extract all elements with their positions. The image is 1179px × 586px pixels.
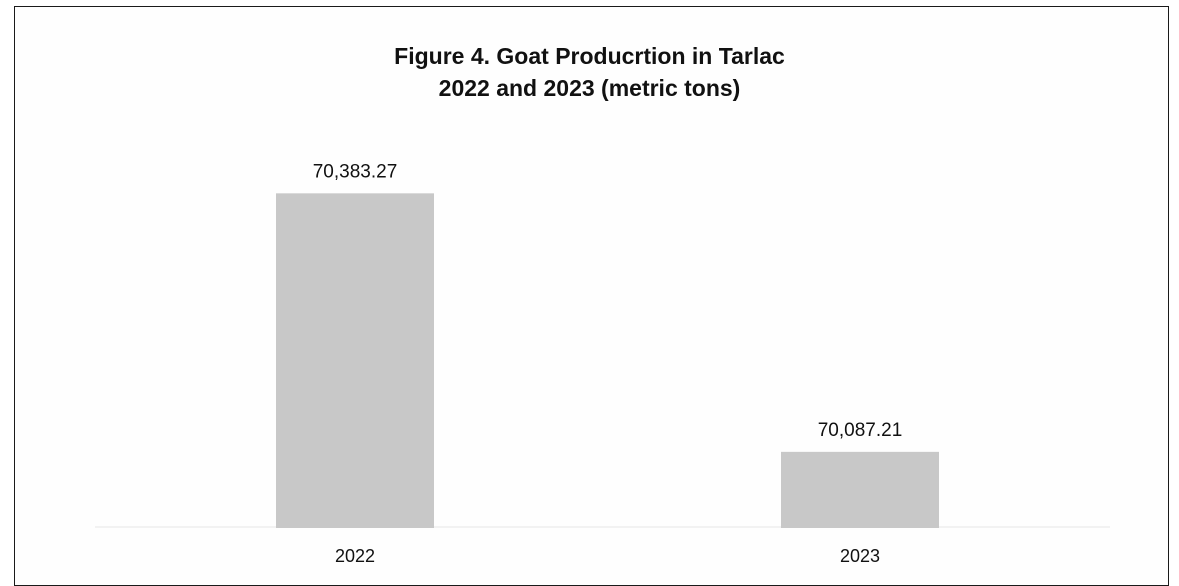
chart-title: Figure 4. Goat Producrtion in Tarlac <box>394 43 785 69</box>
category-label-2022: 2022 <box>335 546 375 566</box>
data-label-2023: 70,087.21 <box>818 420 903 441</box>
data-label-2022: 70,383.27 <box>313 161 398 182</box>
category-label-2023: 2023 <box>840 546 880 566</box>
bar-2022 <box>276 193 434 529</box>
chart-subtitle: 2022 and 2023 (metric tons) <box>438 75 741 101</box>
chart-title-block: Figure 4. Goat Producrtion in Tarlac 202… <box>0 40 1179 104</box>
chart-frame <box>14 6 1169 586</box>
bar-2023 <box>781 451 939 528</box>
bars-group: 70,383.27 2022 70,087.21 2023 <box>276 161 939 566</box>
